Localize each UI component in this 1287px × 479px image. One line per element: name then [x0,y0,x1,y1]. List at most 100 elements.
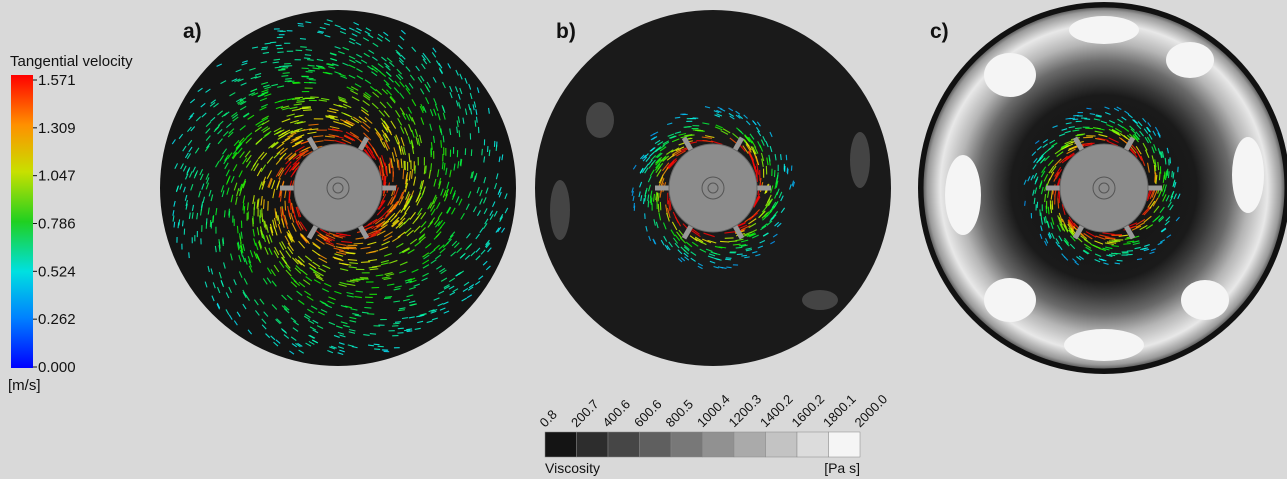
velocity-vector [354,295,362,299]
velocity-vector [375,89,383,96]
velocity-vector [647,159,653,165]
velocity-vector [263,311,269,317]
velocity-vector [216,302,221,309]
velocity-vector [279,242,285,251]
velocity-vector [308,123,319,126]
viscosity-level [733,431,766,458]
velocity-vector [1076,133,1086,136]
velocity-vector [466,294,473,299]
velocity-vector [725,258,731,261]
velocity-vector [671,147,680,153]
velocity-vector [334,290,342,295]
velocity-vector [294,139,304,145]
velocity-vector [748,233,757,238]
velocity-vector [759,144,764,152]
velocity-vector [278,68,286,71]
velocity-vector [400,54,406,60]
velocity-vector [412,216,419,225]
velocity-vector [255,137,263,145]
velocity-vector [1106,123,1114,128]
velocity-vector [242,112,250,118]
velocity-vector [649,190,653,198]
velocity-vector [669,135,676,139]
velocity-vector [184,194,188,201]
velocity-vector [192,166,196,173]
velocity-vector [268,142,276,149]
velocity-vector [433,108,437,116]
velocity-vector [319,228,330,236]
velocity-vector [780,195,784,202]
velocity-vector [1126,250,1134,252]
velocity-vector [200,102,206,108]
velocity-vector [422,106,427,113]
velocity-vector [1142,117,1147,123]
velocity-vector [1061,143,1069,148]
velocity-vector [1024,200,1026,206]
velocity-vector [774,221,780,227]
viscosity-patch [586,102,614,138]
velocity-vector [704,106,711,109]
velocity-vector [394,80,401,87]
velocity-vector [433,178,437,187]
velocity-vector [761,205,768,213]
velocity-vector [254,126,263,133]
velocity-vector [448,277,456,283]
velocity-vector [265,333,271,339]
velocity-vector [744,256,750,259]
velocity-vector [222,148,228,155]
velocity-vector [671,138,680,143]
velocity-vector [1154,172,1156,183]
velocity-vector [338,97,347,102]
velocity-vector [473,101,477,108]
velocity-vector [756,121,761,127]
viscosity-level [765,431,798,458]
velocity-vector [241,62,248,66]
velocity-vector [381,56,387,62]
velocity-vector [464,77,468,84]
velocity-vector [1074,127,1082,130]
velocity-vector [290,281,298,288]
velocity-vector [1162,194,1167,202]
velocity-vector [472,104,475,111]
velocity-vector [275,211,278,221]
velocity-vector [1051,217,1055,225]
velocity-vector [299,221,308,232]
velocity-vector [248,92,256,96]
velocity-vector [434,103,439,112]
velocity-vector [275,318,281,325]
velocity-vector [1102,232,1115,235]
velocity-vector [435,60,441,67]
velocity-vector [467,191,472,199]
velocity-vector [404,127,409,136]
velocity-vector [668,158,677,167]
velocity-vector [218,245,221,252]
velocity-vector [293,103,302,106]
domain-c-rim [918,2,1287,374]
velocity-vector [235,143,242,150]
velocity-vector [1064,140,1073,145]
velocity-vector [403,298,410,302]
velocity-vector [408,123,413,133]
velocity-vector [296,121,306,125]
velocity-vector [353,116,362,123]
velocity-vector [318,99,327,102]
velocity-vector [677,249,683,255]
velocity-vector [231,151,237,159]
velocity-vector [772,233,778,238]
velocity-vector [436,169,440,178]
velocity-vector [372,147,379,157]
velocity-vector [753,195,760,206]
velocity-vector [384,163,388,175]
velocity-vector [294,145,305,153]
velocity-vector [495,173,499,180]
velocity-vector [1151,146,1155,154]
velocity-vector [393,300,401,303]
velocity-vector [379,224,388,231]
velocity-vector [240,82,247,86]
velocity-vector [389,61,395,68]
velocity-vector [302,279,311,286]
velocity-vector [1116,106,1122,111]
velocity-vector [262,127,271,133]
velocity-vector [674,131,682,135]
velocity-vector [225,292,230,299]
